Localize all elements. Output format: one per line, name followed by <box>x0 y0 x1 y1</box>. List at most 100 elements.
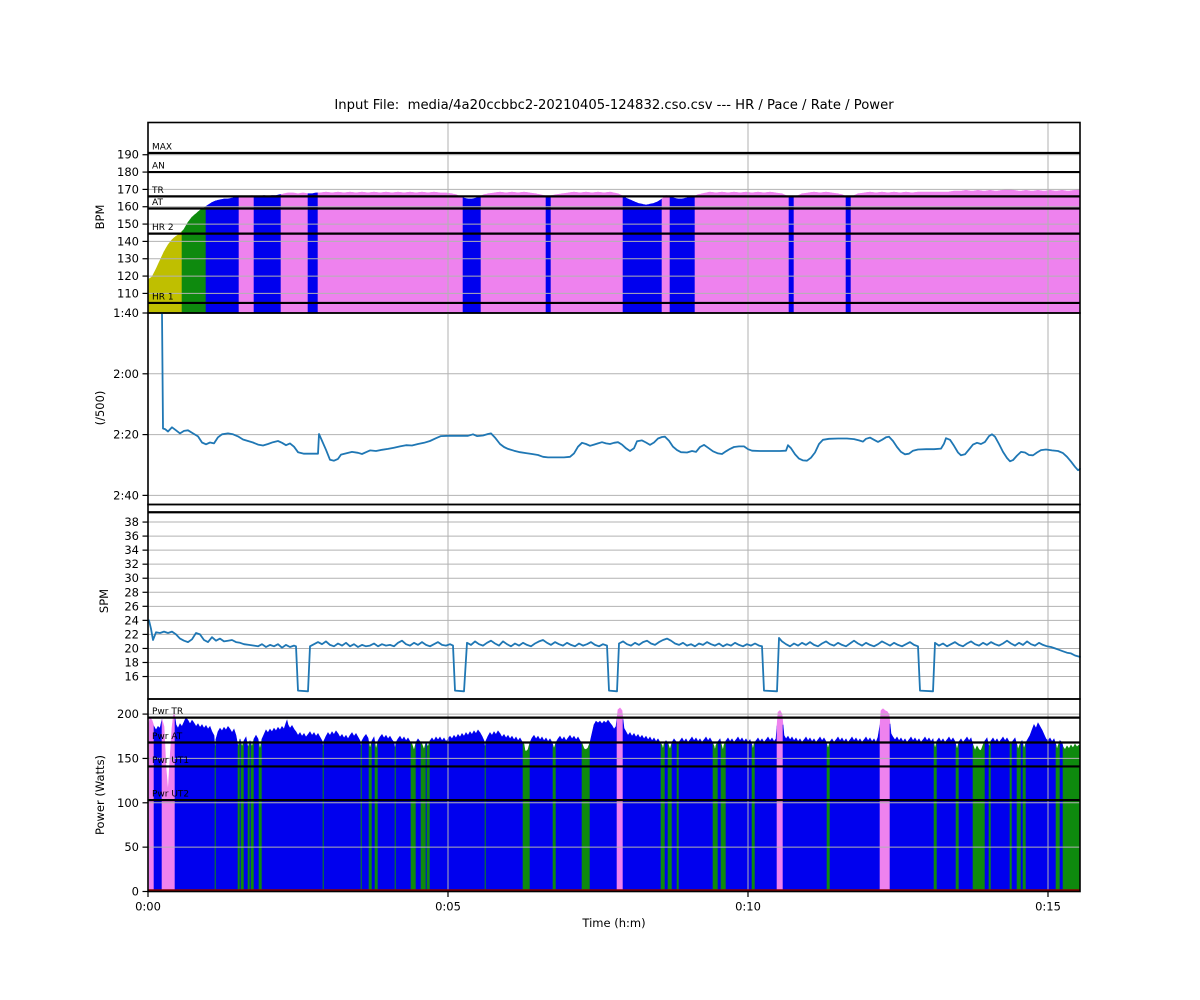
x-axis: 0:00 0:05 0:10 0:15 <box>135 891 1061 914</box>
spm-ytick-label: 32 <box>124 557 139 571</box>
power-zone-area <box>671 738 678 892</box>
hr-ytick-label: 110 <box>117 286 139 300</box>
spm-ytick-label: 28 <box>124 585 139 599</box>
power-zone-area <box>174 717 216 892</box>
power-frame <box>147 698 1081 893</box>
hr-zone-area <box>307 192 319 314</box>
power-zone-area <box>936 736 957 892</box>
power-zone-area <box>664 740 669 892</box>
power-zone-area <box>1016 741 1022 892</box>
pace-ytick-label: 2:40 <box>113 488 139 502</box>
power-zone-area <box>374 740 379 892</box>
chart-title: Input File: media/4a20ccbbc2-20210405-12… <box>334 98 894 113</box>
pace-series-line <box>161 312 1081 472</box>
spm-ytick-label: 38 <box>124 515 139 529</box>
hr-zone-area <box>793 191 847 314</box>
power-zone-area <box>153 719 163 892</box>
spm-ytick-label: 22 <box>124 627 139 641</box>
hr-zone-area <box>845 195 852 314</box>
xtick-label: 0:05 <box>435 900 461 914</box>
power-zone-area <box>410 742 417 892</box>
hr-ytick-label: 120 <box>117 269 139 283</box>
hr-zone-area <box>205 196 240 314</box>
power-zone-area <box>215 725 239 892</box>
power-zone-area <box>717 738 722 892</box>
hr-zone-area <box>480 191 547 314</box>
hr-ytick-label: 180 <box>117 165 139 179</box>
power-zone-area <box>261 719 324 892</box>
hr-threshold-label: HR 2 <box>152 223 174 233</box>
power-zone-area <box>933 740 938 892</box>
power-zone-area <box>161 711 176 892</box>
power-zone-area <box>1062 743 1081 892</box>
power-zone-area <box>678 736 714 892</box>
power-zone-area <box>1025 722 1057 892</box>
spm-ytick-label: 20 <box>124 641 139 655</box>
power-zone-area <box>522 742 531 892</box>
spm-ytick-label: 26 <box>124 599 139 613</box>
hr-zone-area <box>550 191 624 314</box>
power-ytick-label: 200 <box>117 707 139 721</box>
hr-ytick-label: 170 <box>117 182 139 196</box>
power-zone-area <box>990 736 1011 892</box>
hr-threshold-label: AT <box>152 198 163 208</box>
power-ytick-label: 0 <box>132 885 139 899</box>
power-zone-area <box>148 716 155 892</box>
spm-ytick-label: 36 <box>124 529 139 543</box>
spm-ytick-label: 24 <box>124 613 139 627</box>
hr-ytick-label: 150 <box>117 217 139 231</box>
pace-panel: 1:40 2:00 2:20 2:40 <box>113 306 1081 506</box>
hr-zone-area <box>253 194 282 314</box>
hr-threshold-label: MAX <box>152 143 172 153</box>
power-zone-area <box>415 738 422 892</box>
hr-zone-area <box>661 195 671 314</box>
power-zone-area <box>552 742 557 892</box>
power-zone-area <box>754 725 778 892</box>
power-zone-area <box>323 730 362 892</box>
power-zone-area <box>712 740 719 892</box>
power-threshold-label: Pwr UT1 <box>152 756 189 766</box>
power-ytick-label: 150 <box>117 751 139 765</box>
power-zone-area <box>972 740 986 892</box>
power-zone-area <box>250 738 255 892</box>
power-threshold-label: Pwr UT2 <box>152 790 189 800</box>
hr-zone-area <box>147 230 183 314</box>
power-zone-area <box>751 741 756 892</box>
power-zone-area <box>826 741 831 892</box>
hr-zone-area <box>622 195 663 314</box>
spm-frame <box>147 503 1081 700</box>
hr-zone-area <box>694 191 790 314</box>
pace-ytick-label: 1:40 <box>113 306 139 320</box>
hr-zone-area <box>850 189 1081 314</box>
hr-zone-area <box>545 195 552 314</box>
power-zone-area <box>1011 737 1018 892</box>
hr-ytick-label: 140 <box>117 234 139 248</box>
hr-zone-area <box>181 205 207 314</box>
power-zone-area <box>371 736 376 892</box>
power-ytick-label: 50 <box>124 840 139 854</box>
power-zone-area <box>1022 742 1027 892</box>
power-zone-area <box>829 724 881 892</box>
pace-ytick-label: 2:20 <box>113 428 139 442</box>
power-zone-area <box>581 742 591 892</box>
hr-ytick-label: 130 <box>117 252 139 266</box>
hr-zone-area <box>669 195 696 314</box>
hr-threshold-label: HR 1 <box>152 292 174 302</box>
spm-ytick-label: 34 <box>124 543 139 557</box>
power-zone-area <box>622 719 662 892</box>
power-zone-area <box>660 741 666 892</box>
power-zone-area <box>243 736 249 892</box>
power-zone-area <box>555 734 583 892</box>
power-zone-area <box>725 736 753 892</box>
hr-panel: MAX AN TR AT HR 2 HR 1 110 120 130 140 150 160 170 18… <box>117 121 1081 314</box>
xtick-label: 0:15 <box>1035 900 1061 914</box>
power-threshold-label: Pwr AT <box>152 732 183 742</box>
hr-zone-area <box>317 191 464 314</box>
power-zone-area <box>889 723 935 892</box>
pace-ytick-label: 2:00 <box>113 367 139 381</box>
spm-ytick-label: 16 <box>124 670 139 684</box>
spm-ytick-label: 18 <box>124 655 139 669</box>
